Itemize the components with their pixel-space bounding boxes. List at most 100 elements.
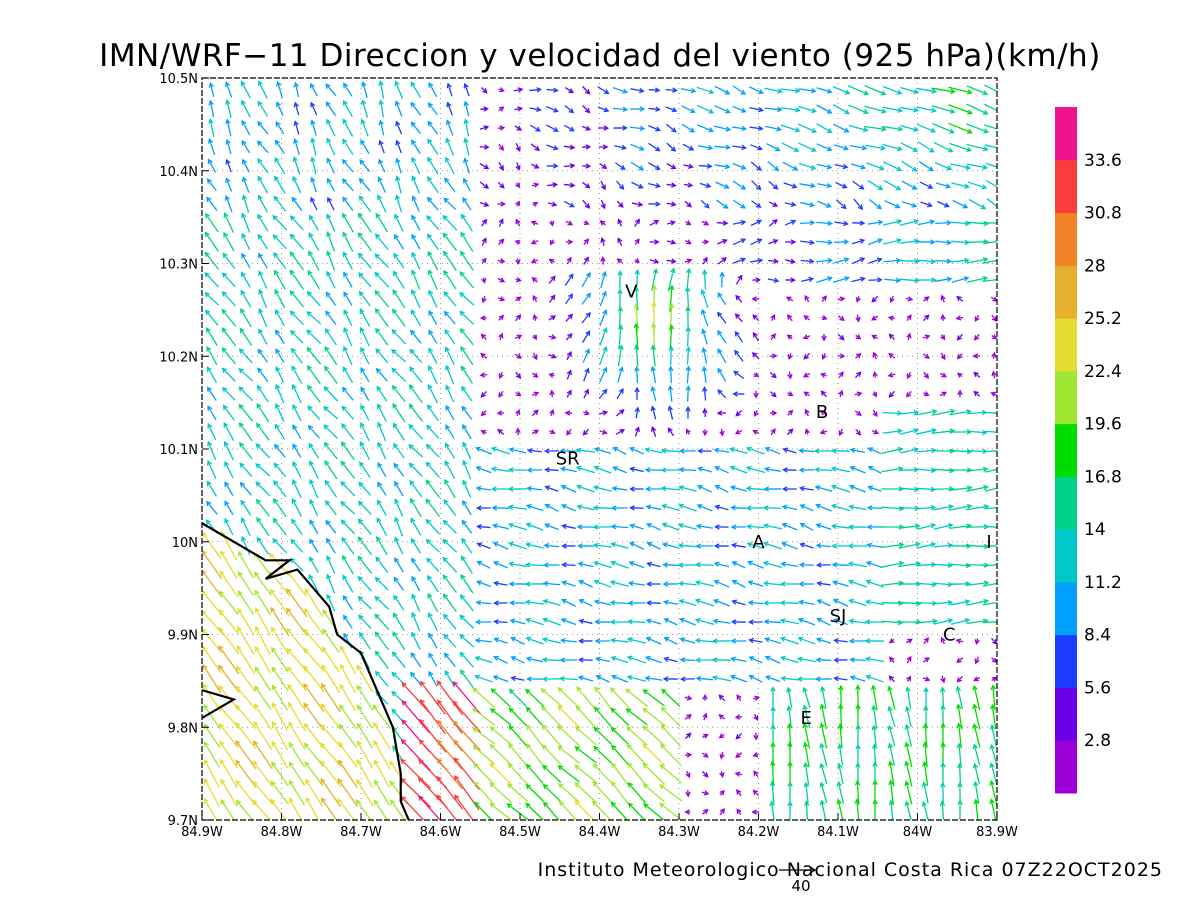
wind-vector <box>479 315 487 321</box>
wind-vector <box>358 290 371 307</box>
wind-vector <box>702 429 708 437</box>
wind-vector <box>376 499 387 516</box>
wind-vector <box>714 524 729 530</box>
wind-vector <box>766 142 781 152</box>
wind-vector <box>288 701 306 732</box>
wind-vector <box>683 182 694 188</box>
wind-vector <box>989 743 997 766</box>
wind-vector <box>985 180 997 188</box>
wind-vector <box>736 694 742 702</box>
wind-vector <box>401 681 431 714</box>
wind-vector <box>480 390 488 398</box>
wind-vector <box>989 762 997 785</box>
wind-vector <box>848 618 867 625</box>
wind-vector <box>508 541 527 550</box>
wind-vector <box>904 760 913 787</box>
wind-vector <box>767 277 780 283</box>
wind-vector <box>767 161 780 172</box>
wind-vector <box>272 214 288 231</box>
wind-vector <box>394 80 403 99</box>
wind-vector <box>557 725 581 747</box>
wind-vector <box>733 370 745 380</box>
wind-vector <box>289 215 304 231</box>
wind-vector <box>425 479 441 499</box>
coastline <box>202 522 410 820</box>
wind-vector <box>356 778 374 807</box>
colorbar-segment <box>1055 107 1077 161</box>
wind-vector <box>922 334 931 340</box>
wind-vector <box>239 327 253 346</box>
wind-vector <box>748 86 764 95</box>
wind-vector <box>713 543 729 549</box>
wind-vector <box>736 789 742 797</box>
wind-vector <box>481 237 487 246</box>
wind-vector <box>617 344 624 367</box>
wind-vector <box>882 219 903 226</box>
wind-vector <box>592 763 613 785</box>
colorbar-label: 19.6 <box>1084 415 1122 435</box>
wind-vector <box>306 346 322 365</box>
wind-vector <box>391 367 407 383</box>
wind-vector <box>780 541 799 550</box>
wind-vector <box>982 278 997 282</box>
wind-vector <box>374 613 390 630</box>
wind-vector <box>833 657 848 663</box>
wind-vector <box>599 290 607 307</box>
wind-vector <box>712 618 731 624</box>
wind-vector <box>493 619 508 625</box>
wind-vector <box>476 542 491 550</box>
wind-vector <box>565 313 573 322</box>
wind-vector <box>323 365 338 384</box>
wind-vector <box>751 200 762 208</box>
wind-vector <box>293 120 300 135</box>
wind-vector <box>972 684 981 711</box>
wind-vector <box>610 687 630 709</box>
wind-vector <box>700 199 710 209</box>
wind-vector <box>990 296 997 302</box>
wind-vector <box>205 327 218 347</box>
wind-vector <box>508 707 527 727</box>
wind-vector <box>463 177 471 192</box>
wind-vector <box>899 218 920 226</box>
wind-vector <box>378 99 385 118</box>
wind-vector <box>241 119 251 136</box>
wind-vector <box>770 314 776 322</box>
wind-vector <box>799 542 814 549</box>
wind-vector <box>241 212 251 233</box>
wind-vector <box>905 296 914 302</box>
wind-vector <box>934 599 954 606</box>
wind-vector <box>678 580 697 587</box>
wind-vector <box>864 105 887 114</box>
wind-vector <box>320 760 342 788</box>
wind-vector <box>582 85 591 95</box>
wind-vector <box>472 744 495 765</box>
wind-vector <box>854 371 862 379</box>
wind-vector <box>323 406 339 420</box>
wind-vector <box>660 467 681 473</box>
wind-vector <box>802 372 811 378</box>
wind-vector <box>645 600 661 606</box>
wind-vector <box>221 347 237 365</box>
wind-vector <box>544 523 559 531</box>
wind-vector <box>526 485 543 492</box>
wind-vector <box>933 618 954 625</box>
wind-vector <box>443 290 457 307</box>
wind-vector <box>830 523 850 530</box>
wind-vector <box>855 428 862 436</box>
wind-vector <box>340 645 356 674</box>
wind-vector <box>666 201 677 207</box>
wind-vector <box>833 239 850 245</box>
wind-vector <box>697 466 712 473</box>
wind-vector <box>984 411 997 414</box>
wind-vector <box>764 655 781 664</box>
wind-vector <box>291 365 303 384</box>
wind-vector <box>855 743 861 765</box>
wind-vector <box>566 256 572 265</box>
wind-vector <box>966 143 989 152</box>
wind-vector <box>394 100 403 117</box>
wind-vector <box>916 581 938 588</box>
wind-vector <box>919 181 934 189</box>
wind-vector <box>948 122 973 134</box>
wind-vector <box>514 334 523 340</box>
wind-vector <box>310 101 318 116</box>
